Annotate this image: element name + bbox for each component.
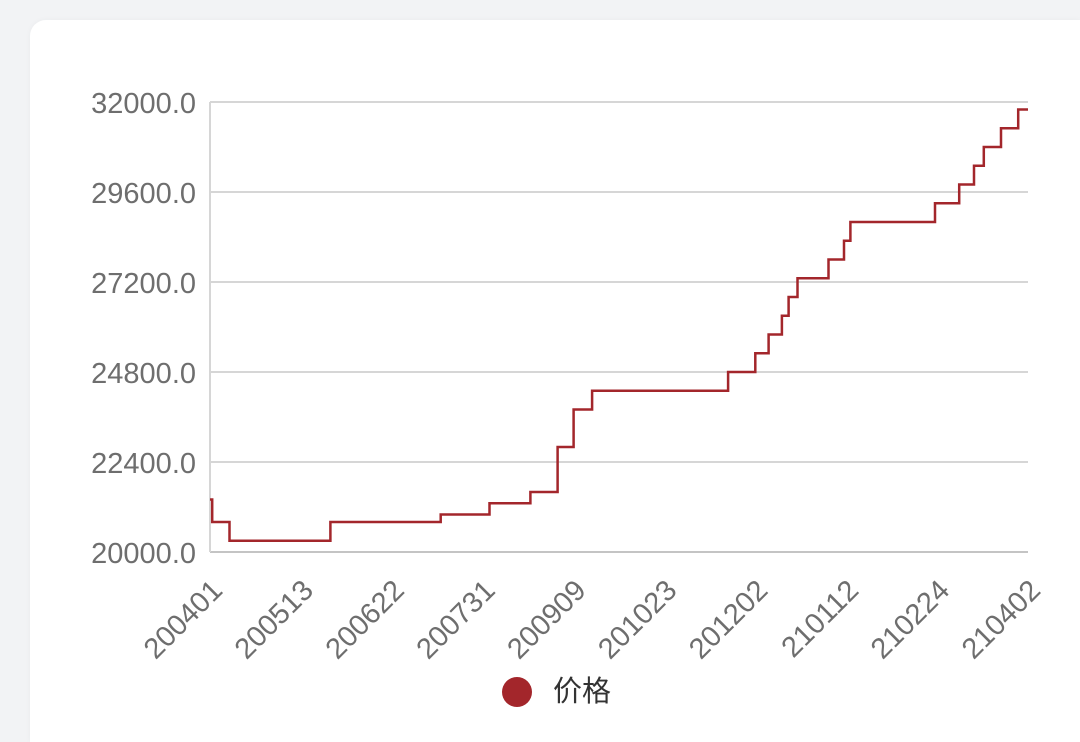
y-axis-labels: 20000.0 22400.0 24800.0 27200.0 29600.0 32000… [91, 88, 196, 570]
gridlines [210, 101, 1028, 463]
x-tick-label: 200622 [320, 574, 411, 665]
y-tick-label: 32000.0 [91, 88, 196, 120]
x-tick-label: 210224 [865, 574, 956, 665]
y-tick-label: 27200.0 [91, 268, 196, 300]
x-tick-label: 201202 [683, 574, 774, 665]
chart-card [30, 20, 1080, 742]
x-tick-label: 201023 [592, 574, 683, 665]
x-tick-label: 200401 [138, 574, 229, 665]
price-series-line [210, 108, 1028, 543]
y-tick-label: 24800.0 [91, 358, 196, 390]
x-tick-label: 210402 [956, 574, 1047, 665]
x-tick-label: 200513 [229, 574, 320, 665]
legend-label: 价格 [553, 676, 612, 708]
x-tick-label: 200909 [501, 574, 592, 665]
legend-item-price[interactable]: 价格 [502, 672, 611, 712]
x-tick-label: 210112 [776, 574, 866, 664]
y-tick-label: 29600.0 [91, 178, 196, 210]
x-axis-labels: 200401 200513 200622 200731 200909 201023 2012… [138, 574, 1047, 665]
x-tick-label: 200731 [411, 574, 502, 665]
axes [209, 102, 1028, 553]
legend-marker [502, 677, 532, 707]
y-tick-label: 22400.0 [91, 448, 196, 480]
series-group [210, 108, 1028, 543]
y-tick-label: 20000.0 [91, 538, 196, 570]
